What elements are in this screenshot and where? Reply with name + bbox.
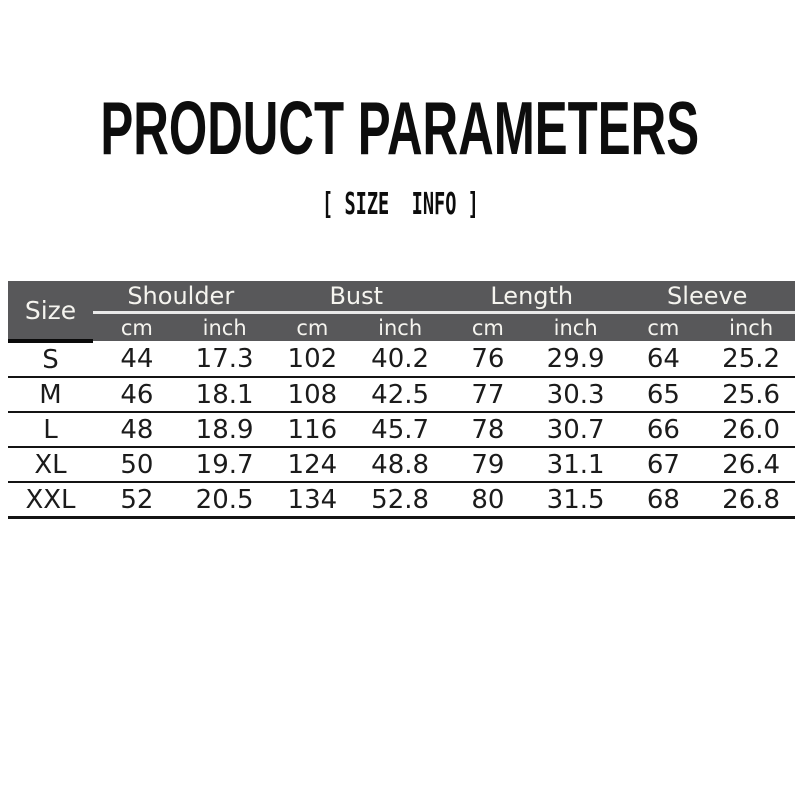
value-cell: 102 [268, 341, 357, 378]
value-cell: 25.6 [707, 377, 795, 413]
size-cell: XXL [8, 482, 93, 519]
size-table: Size Shoulder Bust Length Sleeve cm inch… [8, 281, 795, 519]
value-cell: 18.9 [180, 412, 269, 448]
value-cell: 48.8 [356, 447, 444, 483]
value-cell: 18.1 [180, 377, 269, 413]
group-header-sleeve: Sleeve [619, 281, 795, 314]
value-cell: 46 [93, 377, 181, 413]
value-cell: 42.5 [356, 377, 444, 413]
value-cell: 79 [444, 447, 532, 483]
value-cell: 48 [93, 412, 181, 448]
value-cell: 67 [619, 447, 708, 483]
size-table-body: S 44 17.3 102 40.2 76 29.9 64 25.2 M 46 18.1 108 42.5… [8, 341, 795, 519]
unit-header-cm: cm [444, 312, 532, 341]
value-cell: 30.3 [531, 377, 620, 413]
value-cell: 44 [93, 341, 181, 378]
unit-header-cm: cm [268, 312, 357, 341]
size-cell: M [8, 377, 93, 413]
value-cell: 26.8 [707, 482, 795, 519]
value-cell: 40.2 [356, 341, 444, 378]
group-header-shoulder: Shoulder [93, 281, 269, 314]
value-cell: 26.0 [707, 412, 795, 448]
value-cell: 80 [444, 482, 532, 519]
subtitle-wrap: [ SIZE INFO ] [0, 190, 800, 224]
group-header-bust: Bust [268, 281, 444, 314]
value-cell: 116 [268, 412, 357, 448]
value-cell: 17.3 [180, 341, 269, 378]
size-cell: L [8, 412, 93, 448]
value-cell: 31.5 [531, 482, 620, 519]
value-cell: 124 [268, 447, 357, 483]
page-title: PRODUCT PARAMETERS [100, 85, 700, 171]
table-row: L 48 18.9 116 45.7 78 30.7 66 26.0 [8, 412, 795, 448]
value-cell: 52 [93, 482, 181, 519]
value-cell: 64 [619, 341, 708, 378]
value-cell: 76 [444, 341, 532, 378]
unit-header-cm: cm [93, 312, 181, 341]
unit-header-cm: cm [619, 312, 708, 341]
group-header-row: Size Shoulder Bust Length Sleeve [8, 281, 795, 343]
value-cell: 134 [268, 482, 357, 519]
value-cell: 78 [444, 412, 532, 448]
unit-header-inch: inch [707, 312, 795, 341]
title-wrap: PRODUCT PARAMETERS [0, 90, 800, 177]
value-cell: 20.5 [180, 482, 269, 519]
value-cell: 77 [444, 377, 532, 413]
size-cell: XL [8, 447, 93, 483]
table-row: XXL 52 20.5 134 52.8 80 31.5 68 26.8 [8, 482, 795, 519]
size-cell: S [8, 341, 93, 378]
value-cell: 31.1 [531, 447, 620, 483]
size-table-header: Size Shoulder Bust Length Sleeve cm inch… [8, 281, 795, 343]
value-cell: 65 [619, 377, 708, 413]
value-cell: 19.7 [180, 447, 269, 483]
value-cell: 29.9 [531, 341, 620, 378]
group-header-length: Length [444, 281, 620, 314]
unit-header-inch: inch [356, 312, 444, 341]
unit-header-inch: inch [180, 312, 269, 341]
value-cell: 50 [93, 447, 181, 483]
value-cell: 25.2 [707, 341, 795, 378]
page-subtitle: [ SIZE INFO ] [321, 187, 479, 222]
value-cell: 26.4 [707, 447, 795, 483]
value-cell: 30.7 [531, 412, 620, 448]
table-row: S 44 17.3 102 40.2 76 29.9 64 25.2 [8, 341, 795, 378]
value-cell: 108 [268, 377, 357, 413]
value-cell: 66 [619, 412, 708, 448]
table-row: M 46 18.1 108 42.5 77 30.3 65 25.6 [8, 377, 795, 413]
unit-header-row: cm inch cm inch cm inch cm inch [8, 312, 795, 341]
unit-header-inch: inch [531, 312, 620, 341]
value-cell: 68 [619, 482, 708, 519]
value-cell: 52.8 [356, 482, 444, 519]
value-cell: 45.7 [356, 412, 444, 448]
size-column-header: Size [8, 281, 93, 343]
table-row: XL 50 19.7 124 48.8 79 31.1 67 26.4 [8, 447, 795, 483]
